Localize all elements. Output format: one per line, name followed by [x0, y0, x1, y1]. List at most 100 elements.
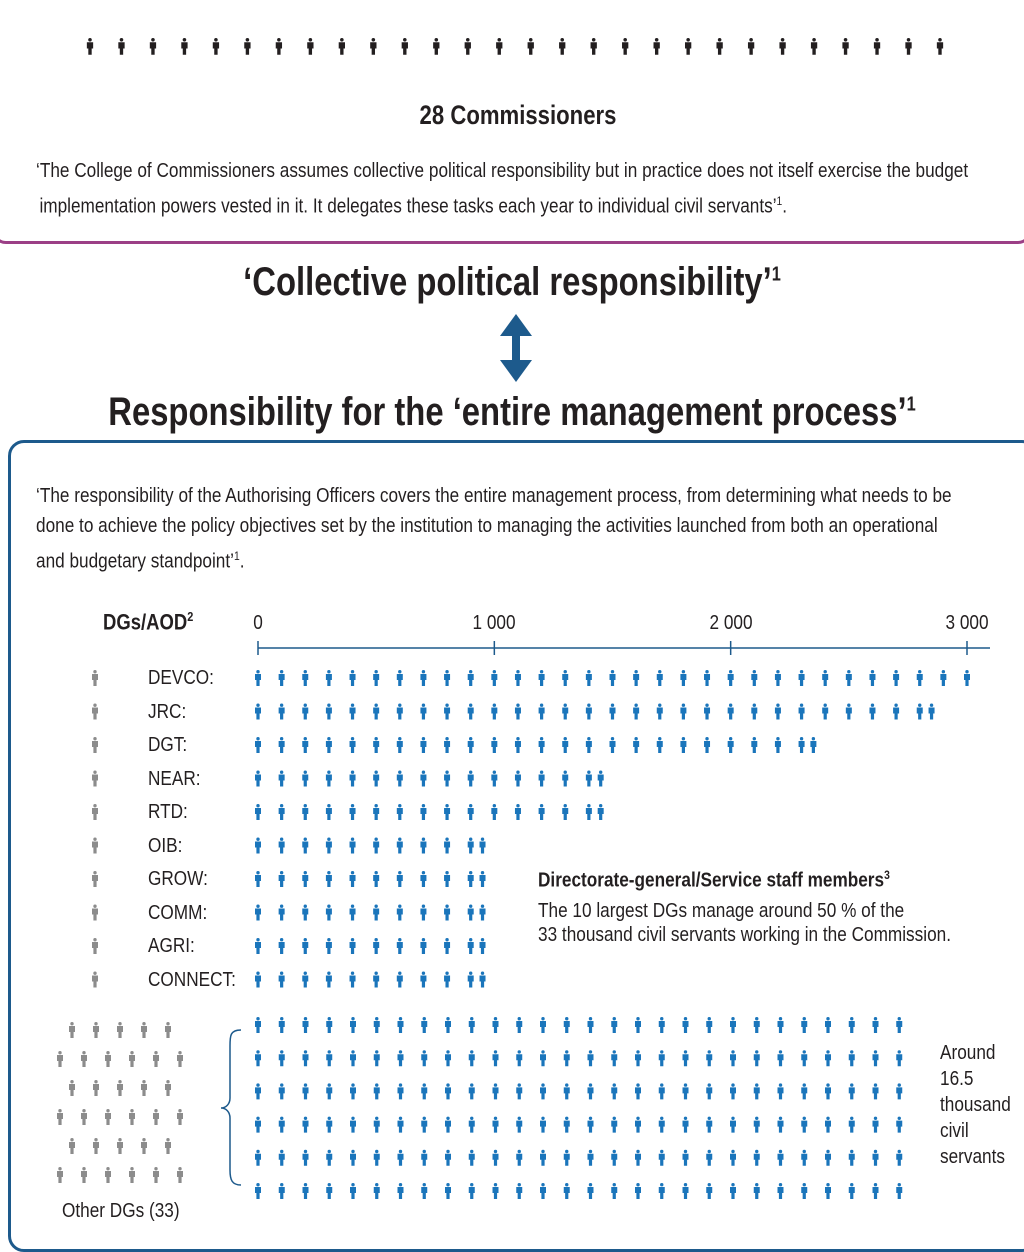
staff-icon [611, 1050, 618, 1067]
dg-name: NEAR: [148, 767, 201, 790]
annotation-title: Directorate-general/Service staff member… [538, 868, 890, 892]
staff-icon [563, 1116, 570, 1133]
staff-icon [516, 1050, 523, 1067]
commissioner-icon [527, 38, 534, 55]
bar-near [255, 770, 604, 787]
bar-oib [255, 837, 486, 854]
staff-icon [563, 1083, 570, 1100]
staff-icon [373, 770, 380, 787]
dg-name: OIB: [148, 834, 183, 857]
staff-icon [727, 737, 734, 753]
staff-icon [479, 904, 486, 921]
dg-icon [92, 737, 98, 753]
staff-icon [514, 737, 521, 753]
staff-icon [420, 871, 427, 887]
staff-icon [869, 703, 876, 720]
staff-icon [896, 1183, 903, 1199]
staff-icon [727, 703, 734, 720]
staff-icon [682, 1017, 689, 1033]
other-dg-icon [153, 1167, 159, 1183]
commissioner-icon [842, 38, 849, 55]
staff-icon [444, 837, 451, 854]
staff-icon [255, 904, 261, 921]
staff-icon [777, 1017, 784, 1033]
commissioner-icon [779, 38, 786, 55]
staff-icon [278, 703, 285, 720]
staff-icon [278, 1116, 285, 1133]
staff-icon [801, 1183, 808, 1199]
staff-icon [444, 804, 451, 820]
staff-icon [801, 1149, 808, 1166]
staff-icon [420, 938, 427, 954]
staff-icon [893, 703, 900, 720]
staff-icon [421, 1116, 428, 1133]
other-dg-icon [165, 1138, 171, 1154]
staff-icon [706, 1116, 713, 1133]
staff-icon [278, 670, 285, 686]
staff-icon [563, 1149, 570, 1166]
staff-icon [255, 938, 261, 954]
staff-icon [467, 871, 474, 887]
dg-name: DEVCO: [148, 667, 214, 689]
bar-comm [255, 904, 486, 921]
staff-icon [373, 971, 380, 988]
dg-icon [92, 703, 98, 720]
staff-icon [872, 1183, 879, 1199]
other-dg-icon [81, 1051, 87, 1067]
dg-icon [92, 938, 98, 954]
staff-icon [751, 670, 758, 686]
staff-icon [302, 904, 309, 921]
staff-icon [585, 804, 592, 820]
staff-icon [682, 1149, 689, 1166]
staff-icon [255, 1017, 261, 1033]
staff-icon [587, 1050, 594, 1067]
commissioner-icon [464, 38, 471, 55]
commissioner-icons [86, 38, 944, 55]
other-dg-icon [105, 1109, 111, 1125]
other-dg-icon [165, 1080, 171, 1096]
staff-icon [585, 770, 592, 787]
staff-icon [563, 1050, 570, 1067]
staff-icon [349, 703, 356, 720]
staff-icon [468, 1083, 475, 1100]
commissioner-icon [149, 38, 157, 55]
staff-icon [491, 770, 498, 787]
staff-icon [656, 703, 663, 720]
staff-icon [635, 1017, 641, 1033]
staff-icon [325, 703, 332, 720]
x-tick-label: 3 000 [945, 612, 989, 634]
commissioner-icon [905, 38, 912, 55]
staff-icon [562, 737, 569, 753]
x-tick-label: 2 000 [709, 612, 753, 634]
staff-icon [373, 1050, 380, 1067]
staff-icon [658, 1050, 665, 1067]
staff-icon [491, 804, 498, 820]
staff-icon [325, 804, 332, 820]
staff-icon [538, 670, 545, 686]
staff-icon [373, 804, 380, 820]
other-dg-icon [105, 1051, 111, 1067]
staff-icon [421, 1050, 428, 1067]
other-dg-icon [69, 1080, 75, 1096]
dg-icon [92, 904, 98, 921]
staff-icon [468, 1050, 475, 1067]
staff-icon [397, 1116, 404, 1133]
staff-icon [633, 703, 640, 720]
staff-icon [751, 703, 758, 720]
staff-icon [326, 1050, 333, 1067]
other-dg-icon [129, 1051, 135, 1067]
staff-icon [848, 1116, 855, 1133]
staff-icon [491, 737, 498, 753]
other-dg-icon [129, 1167, 135, 1183]
staff-icon [611, 1083, 618, 1100]
staff-icon [479, 971, 486, 988]
note-line-2: 16.5 [940, 1068, 974, 1090]
staff-icon [753, 1083, 760, 1100]
staff-icon [255, 1149, 261, 1166]
commissioner-icon [622, 38, 629, 55]
other-dg-icon [93, 1022, 99, 1038]
staff-icon [444, 938, 451, 954]
staff-icon [777, 1116, 784, 1133]
other-dg-icon [57, 1167, 63, 1183]
staff-icon [421, 1149, 428, 1166]
